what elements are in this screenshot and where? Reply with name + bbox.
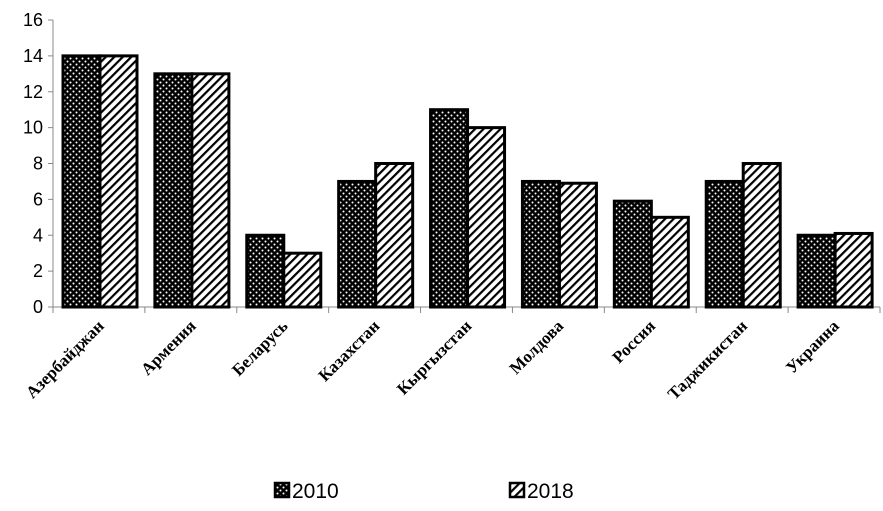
bar-2018-Кыргызстан bbox=[466, 126, 507, 309]
legend-label-2010: 2010 bbox=[292, 480, 339, 503]
x-tick-label: Кыргызстан bbox=[393, 316, 475, 398]
y-axis: 0 2 4 6 8 10 12 14 16 bbox=[23, 10, 54, 317]
bar-2010-Кыргызстан bbox=[429, 108, 470, 309]
x-tick-label: Казахстан bbox=[315, 316, 384, 385]
x-tick-label: Азербайджан bbox=[22, 316, 108, 402]
bar-2018-Казахстан bbox=[374, 162, 415, 309]
y-tick-label: 4 bbox=[33, 225, 43, 245]
x-tick-label: Украина bbox=[782, 316, 843, 377]
y-tick-label: 2 bbox=[33, 261, 43, 281]
bar-2010-Россия bbox=[612, 199, 653, 309]
y-tick-label: 12 bbox=[23, 82, 43, 102]
legend-swatch-2018 bbox=[508, 481, 526, 499]
bar-2018-Украина bbox=[833, 231, 874, 309]
bar-2010-Украина bbox=[796, 233, 837, 309]
bar-2010-Беларусь bbox=[245, 233, 286, 309]
bar-2018-Таджикистан bbox=[741, 162, 782, 309]
bar-2010-Молдова bbox=[520, 179, 561, 309]
x-tick-label: Беларусь bbox=[228, 316, 291, 379]
bar-2018-Молдова bbox=[557, 181, 598, 309]
y-tick-label: 16 bbox=[23, 10, 43, 30]
x-tick-label: Таджикистан bbox=[664, 316, 751, 403]
legend: 2010 2018 bbox=[273, 480, 574, 503]
y-tick-label: 6 bbox=[33, 189, 43, 209]
x-tick-label: Молдова bbox=[506, 316, 568, 378]
y-tick-label: 8 bbox=[33, 154, 43, 174]
bar-2010-Армения bbox=[153, 72, 194, 309]
legend-label-2018: 2018 bbox=[527, 480, 574, 503]
bar-2018-Беларусь bbox=[282, 251, 323, 309]
bar-2010-Азербайджан bbox=[61, 54, 102, 309]
legend-swatch-2010 bbox=[273, 481, 291, 499]
bars bbox=[61, 54, 874, 309]
bar-2018-Россия bbox=[649, 215, 690, 309]
x-tick-label: Армения bbox=[137, 316, 200, 379]
bar-2010-Таджикистан bbox=[704, 179, 745, 309]
x-axis: Азербайджан Армения Беларусь Казахстан Кыргы… bbox=[22, 306, 881, 403]
bar-2018-Азербайджан bbox=[98, 54, 139, 309]
y-tick-label: 0 bbox=[33, 297, 43, 317]
bar-2018-Армения bbox=[190, 72, 231, 309]
x-tick-label: Россия bbox=[609, 316, 660, 367]
y-tick-label: 10 bbox=[23, 118, 43, 138]
bar-2010-Казахстан bbox=[337, 179, 378, 309]
y-tick-label: 14 bbox=[23, 46, 43, 66]
